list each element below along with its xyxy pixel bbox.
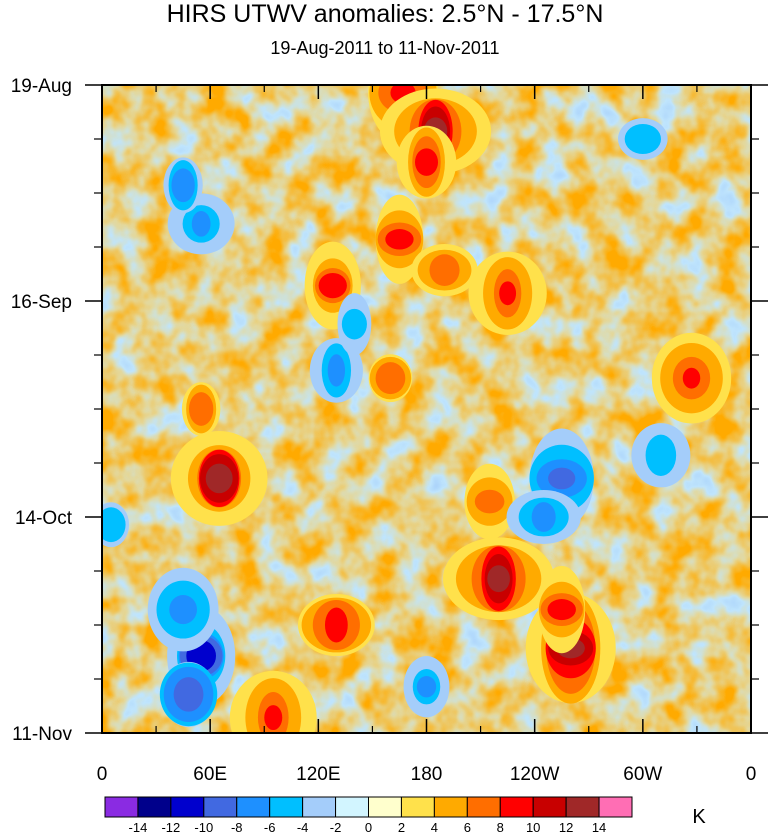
colorbar-label: 0: [365, 820, 372, 834]
x-axis: 0 60E 120E 180 120W 60W 0: [97, 85, 757, 785]
anomaly-center: [163, 157, 203, 214]
x-tick-label: 180: [411, 764, 443, 785]
colorbar-label: -4: [297, 820, 309, 834]
anomaly-center: [442, 537, 555, 621]
anomaly-contour: [548, 467, 576, 490]
y-tick-label: 14-Oct: [15, 508, 73, 529]
anomaly-contour: [318, 272, 347, 299]
colorbar-label: 6: [464, 820, 471, 834]
x-tick-label: 0: [746, 764, 757, 785]
anomaly-contour: [474, 489, 505, 514]
colorbar-swatch: [368, 796, 402, 818]
x-tick-label: 0: [97, 764, 108, 785]
colorbar-swatch: [170, 796, 205, 818]
anomaly-contour: [499, 281, 517, 306]
colorbar-swatch: [104, 796, 139, 818]
anomaly-contour: [375, 362, 406, 395]
anomaly-center: [229, 670, 317, 733]
anomaly-center: [297, 593, 375, 657]
anomaly-center: [375, 194, 424, 284]
anomaly-center: [181, 382, 221, 436]
colorbar-label: 12: [559, 820, 573, 834]
anomaly-centers: [102, 85, 732, 733]
colorbar-label: 14: [592, 820, 606, 834]
anomaly-center: [506, 490, 581, 544]
anomaly-contour: [487, 565, 510, 593]
anomaly-center: [651, 332, 732, 424]
anomaly-center: [368, 354, 413, 403]
colorbar-label: -12: [161, 820, 180, 834]
anomaly-contour: [169, 594, 198, 625]
x-tick-label: 60E: [193, 764, 227, 785]
chart-subtitle: 19-Aug-2011 to 11-Nov-2011: [270, 38, 500, 58]
anomaly-contour: [645, 434, 677, 476]
colorbar-swatch: [433, 796, 468, 818]
anomaly-contour: [531, 502, 556, 532]
colorbar-swatch: [203, 796, 238, 818]
anomaly-contour: [264, 705, 283, 731]
colorbar-label: -6: [264, 820, 276, 834]
anomaly-center: [403, 656, 450, 718]
anomaly-center: [468, 251, 547, 335]
anomaly-center: [411, 244, 478, 297]
anomaly-center: [538, 565, 586, 654]
colorbar-swatch: [565, 796, 600, 818]
anomaly-contour: [327, 354, 346, 387]
colorbar-label: -10: [194, 820, 213, 834]
colorbar-label: -2: [330, 820, 342, 834]
anomaly-contour: [324, 607, 348, 643]
anomaly-contour: [547, 599, 576, 621]
anomaly-contour: [205, 463, 233, 494]
colorbar-label: 10: [526, 820, 540, 834]
anomaly-contour: [171, 168, 195, 203]
colorbar-swatch: [532, 796, 567, 818]
colorbar-swatch: [335, 796, 369, 818]
anomaly-contour: [191, 211, 211, 237]
anomaly-contour: [385, 229, 414, 250]
colorbar-swatch: [137, 796, 172, 818]
x-tick-label: 60W: [623, 764, 662, 785]
colorbar-swatch: [400, 796, 435, 818]
x-tick-label: 120W: [510, 764, 560, 785]
colorbar-label: 2: [398, 820, 405, 834]
y-axis: 19-Aug 16-Sep 14-Oct 11-Nov: [11, 76, 768, 745]
colorbar-swatch: [236, 796, 271, 818]
anomaly-center: [337, 293, 372, 356]
colorbar-label: -8: [231, 820, 243, 834]
anomaly-contour: [173, 677, 204, 712]
anomaly-center: [102, 502, 130, 548]
y-tick-label: 11-Nov: [12, 724, 72, 745]
y-tick-label: 16-Sep: [11, 292, 72, 313]
anomaly-center: [631, 423, 691, 488]
colorbar-swatch: [269, 796, 304, 818]
anomaly-contour: [682, 367, 701, 389]
x-tick-label: 120E: [296, 764, 340, 785]
colorbar-swatch: [499, 796, 534, 818]
anomaly-contour: [416, 676, 437, 698]
anomaly-contour: [624, 123, 661, 155]
colorbar-swatch: [598, 796, 633, 818]
colorbar-label: -14: [129, 820, 148, 834]
colorbar-label: 8: [497, 820, 504, 834]
chart-title: HIRS UTWV anomalies: 2.5°N - 17.5°N: [166, 0, 604, 28]
colorbar-swatch: [466, 796, 501, 818]
anomaly-contour: [429, 254, 460, 286]
colorbar-unit: K: [692, 806, 706, 828]
anomaly-center: [159, 661, 218, 727]
anomaly-center: [170, 430, 268, 526]
anomaly-contour: [102, 507, 126, 543]
anomaly-center: [147, 567, 219, 652]
anomaly-center: [309, 338, 363, 403]
anomaly-center: [464, 463, 515, 540]
anomaly-center: [618, 118, 668, 160]
y-tick-label: 19-Aug: [11, 76, 72, 97]
colorbar: -14 -12 -10 -8 -6 -4 -2 0 2 4 6 8 10 12 14 K: [104, 796, 706, 834]
anomaly-contour: [188, 392, 214, 426]
anomaly-center: [396, 125, 457, 199]
anomaly-contour: [414, 148, 439, 176]
colorbar-label: 4: [431, 820, 438, 834]
anomaly-contour: [341, 308, 367, 340]
colorbar-swatch: [302, 796, 337, 818]
